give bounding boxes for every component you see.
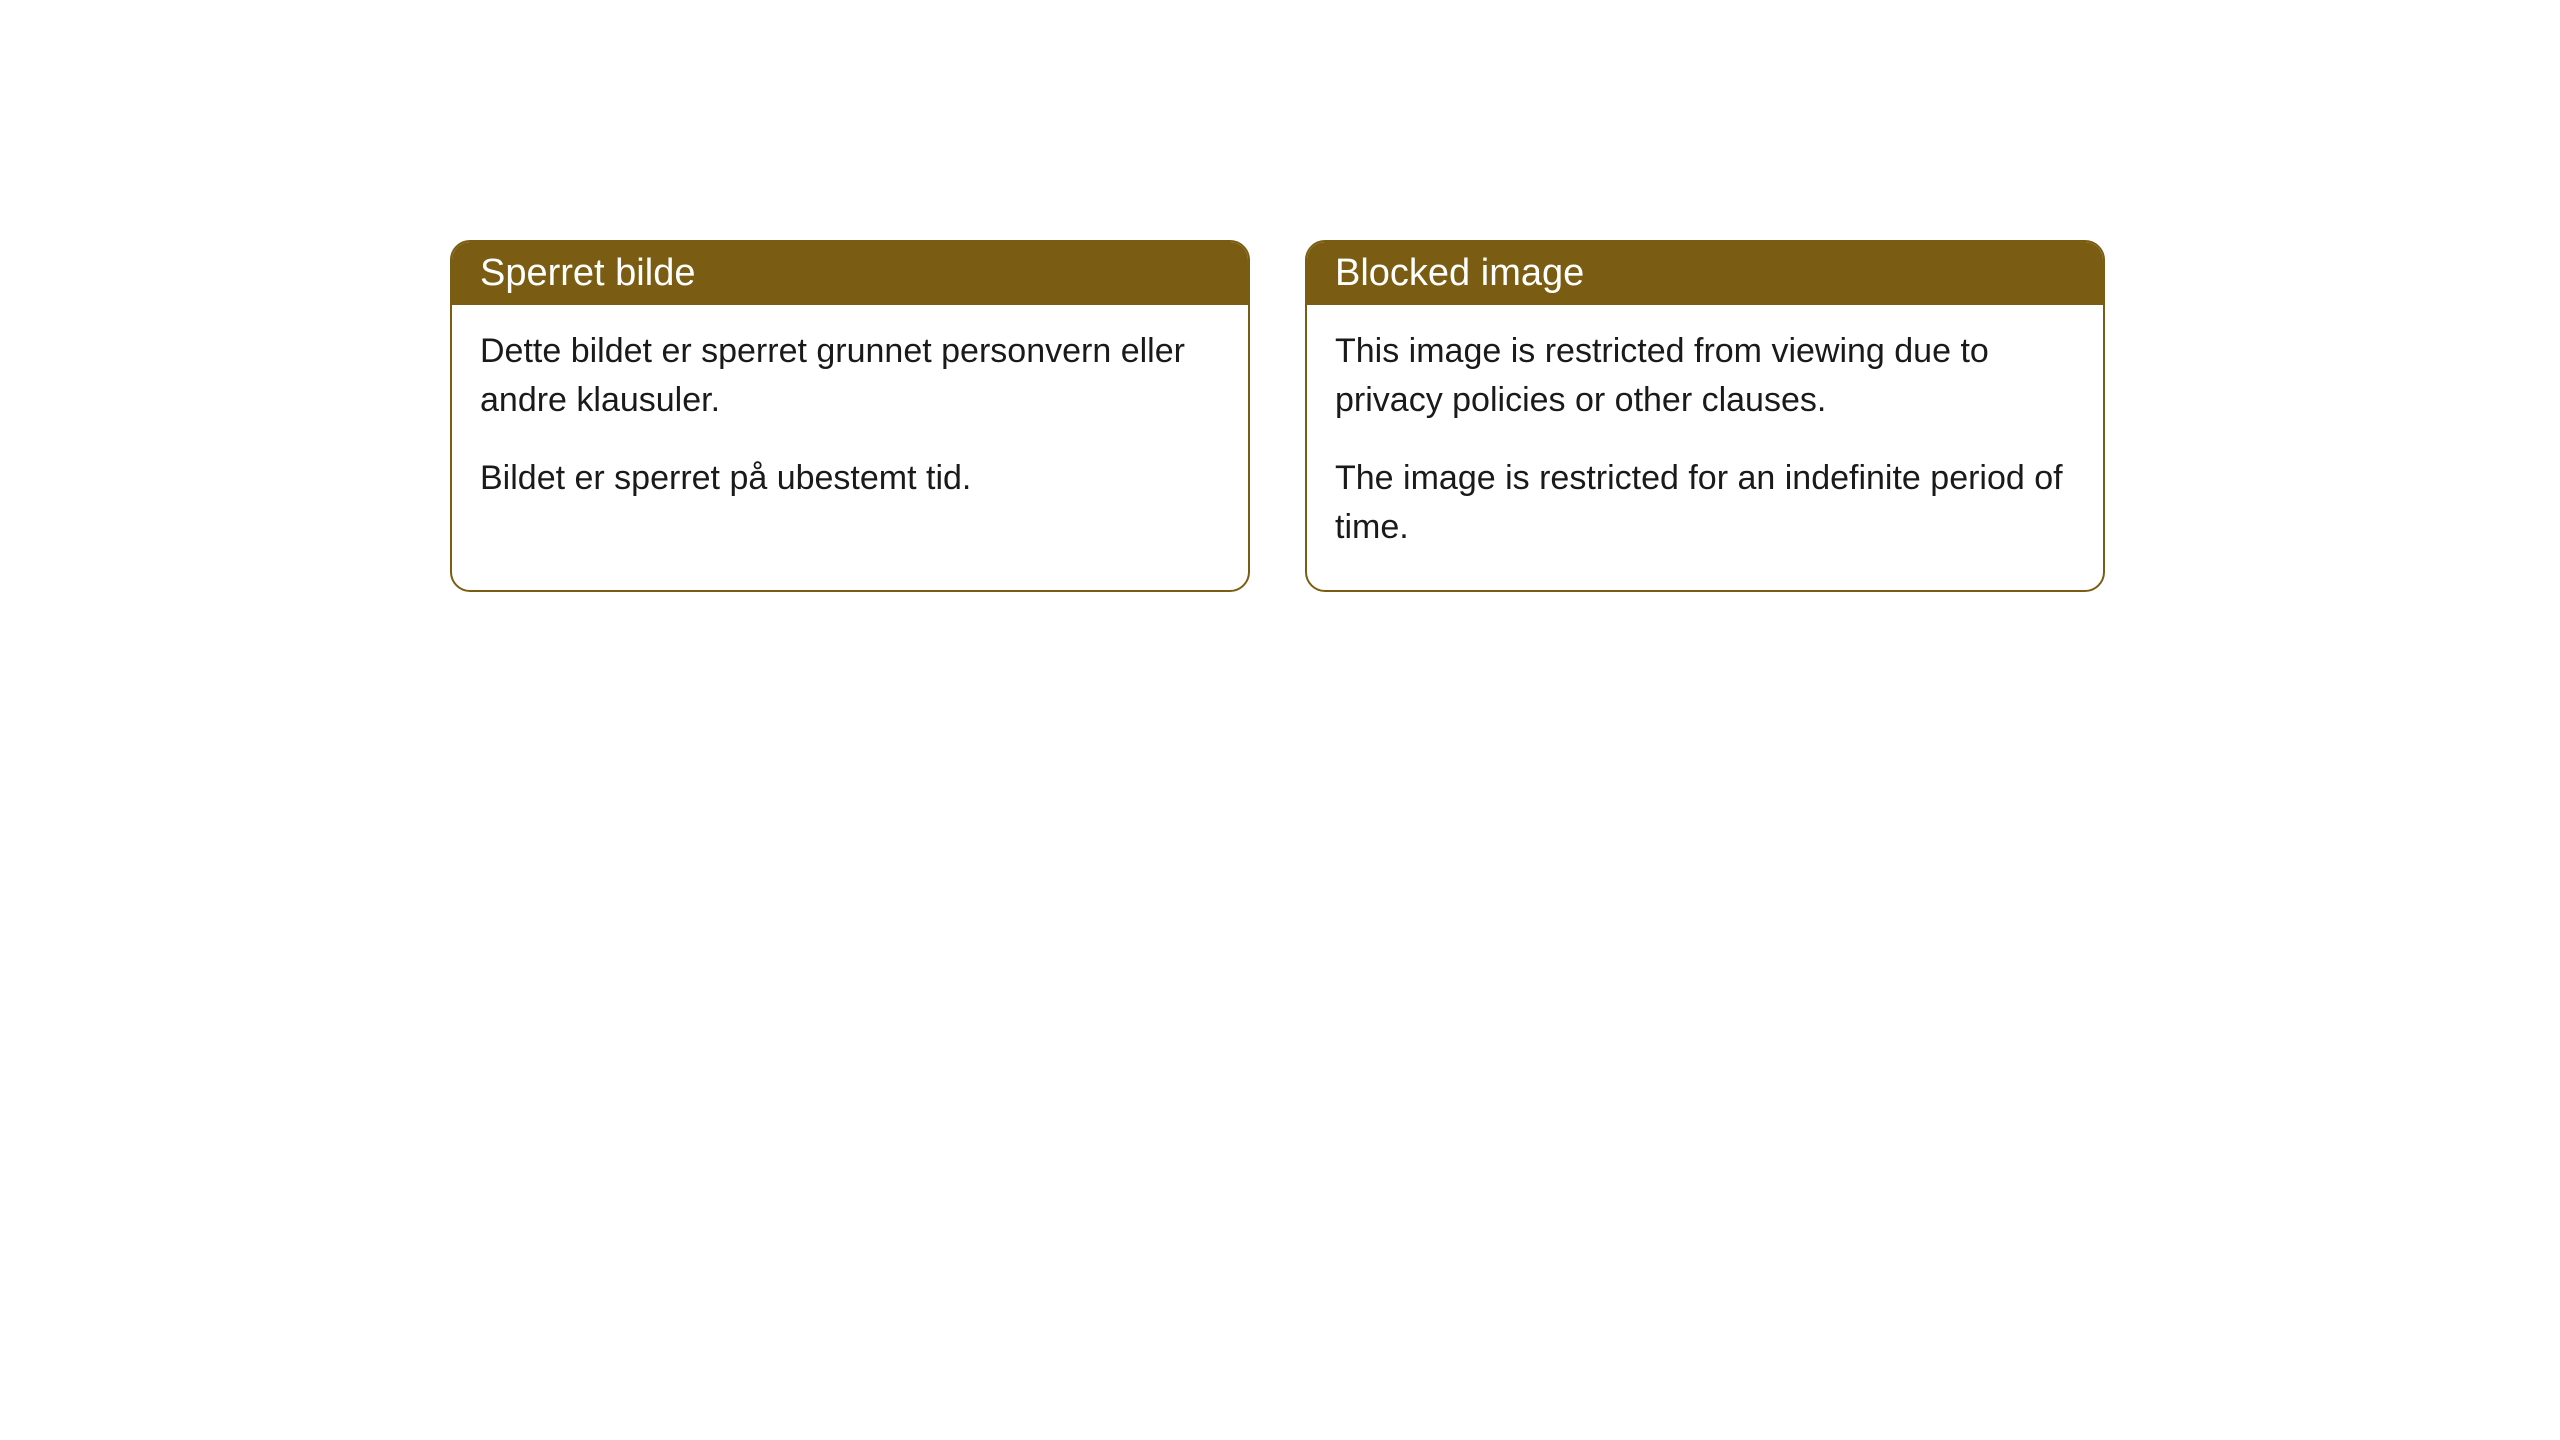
notice-card-norwegian: Sperret bilde Dette bildet er sperret gr… bbox=[450, 240, 1250, 592]
card-body: Dette bildet er sperret grunnet personve… bbox=[452, 305, 1248, 541]
card-paragraph: This image is restricted from viewing du… bbox=[1335, 327, 2075, 426]
card-paragraph: Dette bildet er sperret grunnet personve… bbox=[480, 327, 1220, 426]
notice-cards-container: Sperret bilde Dette bildet er sperret gr… bbox=[450, 240, 2560, 592]
notice-card-english: Blocked image This image is restricted f… bbox=[1305, 240, 2105, 592]
card-paragraph: Bildet er sperret på ubestemt tid. bbox=[480, 454, 1220, 503]
card-header: Blocked image bbox=[1307, 242, 2103, 305]
card-title: Blocked image bbox=[1335, 252, 1584, 294]
card-title: Sperret bilde bbox=[480, 252, 695, 294]
card-header: Sperret bilde bbox=[452, 242, 1248, 305]
card-body: This image is restricted from viewing du… bbox=[1307, 305, 2103, 590]
card-paragraph: The image is restricted for an indefinit… bbox=[1335, 454, 2075, 553]
